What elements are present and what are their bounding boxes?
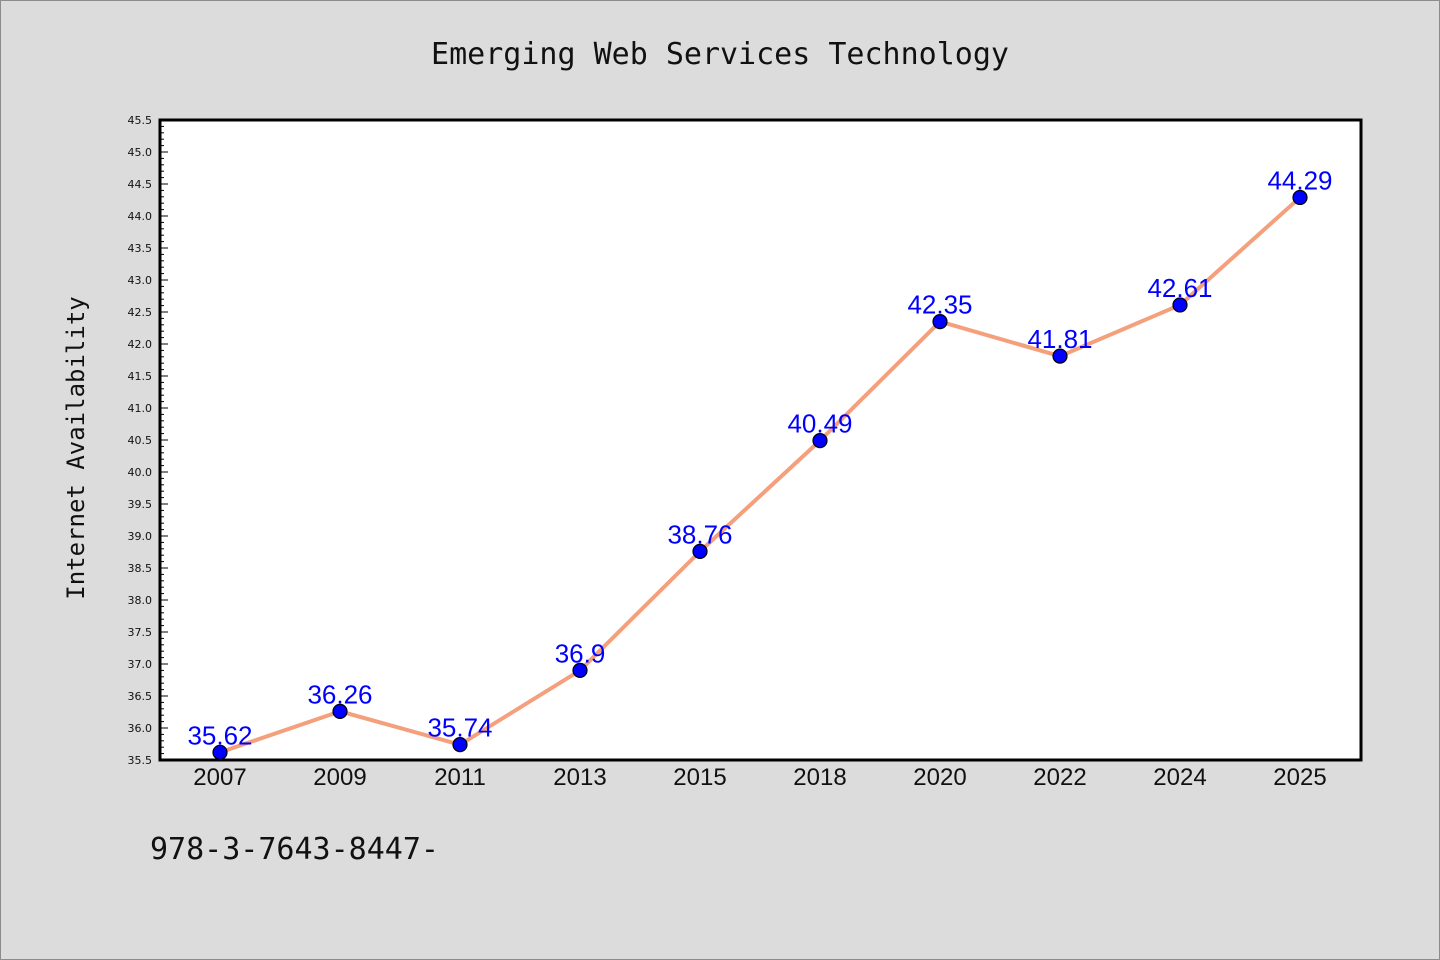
x-tick-label: 2024 bbox=[1153, 764, 1206, 791]
x-tick-label: 2025 bbox=[1273, 764, 1326, 791]
data-label: 36.9 bbox=[555, 638, 606, 668]
x-tick-label: 2009 bbox=[313, 764, 366, 791]
y-tick-label: 36.5 bbox=[128, 690, 153, 703]
data-label: 42.35 bbox=[907, 290, 972, 320]
y-tick-label: 39.5 bbox=[128, 498, 153, 511]
series-line-layer bbox=[218, 195, 1302, 755]
data-point bbox=[692, 543, 708, 559]
data-label: 35.62 bbox=[187, 720, 252, 750]
y-tick-label: 45.0 bbox=[128, 146, 153, 159]
y-tick-label: 35.5 bbox=[128, 754, 153, 767]
x-tick-label: 2018 bbox=[793, 764, 846, 791]
data-point bbox=[1052, 348, 1068, 364]
y-tick-label: 37.5 bbox=[128, 626, 153, 639]
data-point bbox=[1292, 189, 1308, 206]
chart-title: Emerging Web Services Technology bbox=[431, 37, 1009, 72]
data-point bbox=[332, 703, 348, 719]
x-tick-label: 2013 bbox=[553, 764, 606, 791]
y-axis-ticks: 35.5 36.0 36.5 37.0 37.5 38.0 38.5 39.0 39.5 40.0… bbox=[128, 114, 168, 767]
y-tick-label: 43.0 bbox=[128, 274, 153, 287]
y-tick-label: 40.0 bbox=[128, 466, 153, 479]
data-label: 40.49 bbox=[787, 409, 852, 439]
y-tick-label: 41.0 bbox=[128, 402, 153, 415]
y-axis-label: Internet Availability bbox=[62, 296, 90, 599]
y-tick-label: 44.5 bbox=[128, 178, 153, 191]
plot-area bbox=[158, 118, 1363, 762]
x-tick-label: 2011 bbox=[434, 764, 486, 791]
y-tick-label: 36.0 bbox=[128, 722, 153, 735]
data-labels: 35.62 36.26 35.74 36.9 38.76 40.49 42.35 41.81 4… bbox=[187, 165, 1332, 750]
y-tick-label: 43.5 bbox=[128, 242, 153, 255]
data-point bbox=[932, 314, 948, 330]
y-tick-label: 38.5 bbox=[128, 562, 153, 575]
y-tick-label: 41.5 bbox=[128, 370, 153, 383]
y-tick-label: 42.5 bbox=[128, 306, 153, 319]
data-points bbox=[212, 189, 1308, 760]
y-tick-label: 42.0 bbox=[128, 338, 153, 351]
x-tick-label: 2007 bbox=[193, 764, 246, 791]
series-line bbox=[218, 195, 1302, 755]
data-label: 35.74 bbox=[427, 713, 492, 743]
data-label: 44.29 bbox=[1267, 165, 1332, 195]
y-tick-label: 39.0 bbox=[128, 530, 153, 543]
data-point bbox=[212, 744, 228, 760]
data-label: 36.26 bbox=[307, 679, 372, 709]
y-tick-label: 44.0 bbox=[128, 210, 153, 223]
x-tick-label: 2020 bbox=[913, 764, 966, 791]
data-label: 42.61 bbox=[1147, 273, 1212, 303]
y-tick-label: 40.5 bbox=[128, 434, 153, 447]
data-label: 41.81 bbox=[1027, 324, 1092, 354]
x-tick-label: 2022 bbox=[1033, 764, 1086, 791]
data-point bbox=[452, 737, 468, 753]
x-axis-tick-labels: 2007 2009 2011 2013 2015 2018 2020 2022 2024 2025 bbox=[193, 764, 1326, 791]
y-tick-label: 45.5 bbox=[128, 114, 153, 127]
data-point bbox=[572, 662, 588, 679]
y-tick-label: 37.0 bbox=[128, 658, 153, 671]
data-label: 38.76 bbox=[667, 519, 732, 549]
data-point bbox=[1172, 297, 1188, 313]
footer-text: 978-3-7643-8447- bbox=[150, 832, 439, 867]
x-tick-label: 2015 bbox=[673, 764, 726, 791]
data-point bbox=[812, 433, 828, 449]
y-tick-label: 38.0 bbox=[128, 594, 153, 607]
